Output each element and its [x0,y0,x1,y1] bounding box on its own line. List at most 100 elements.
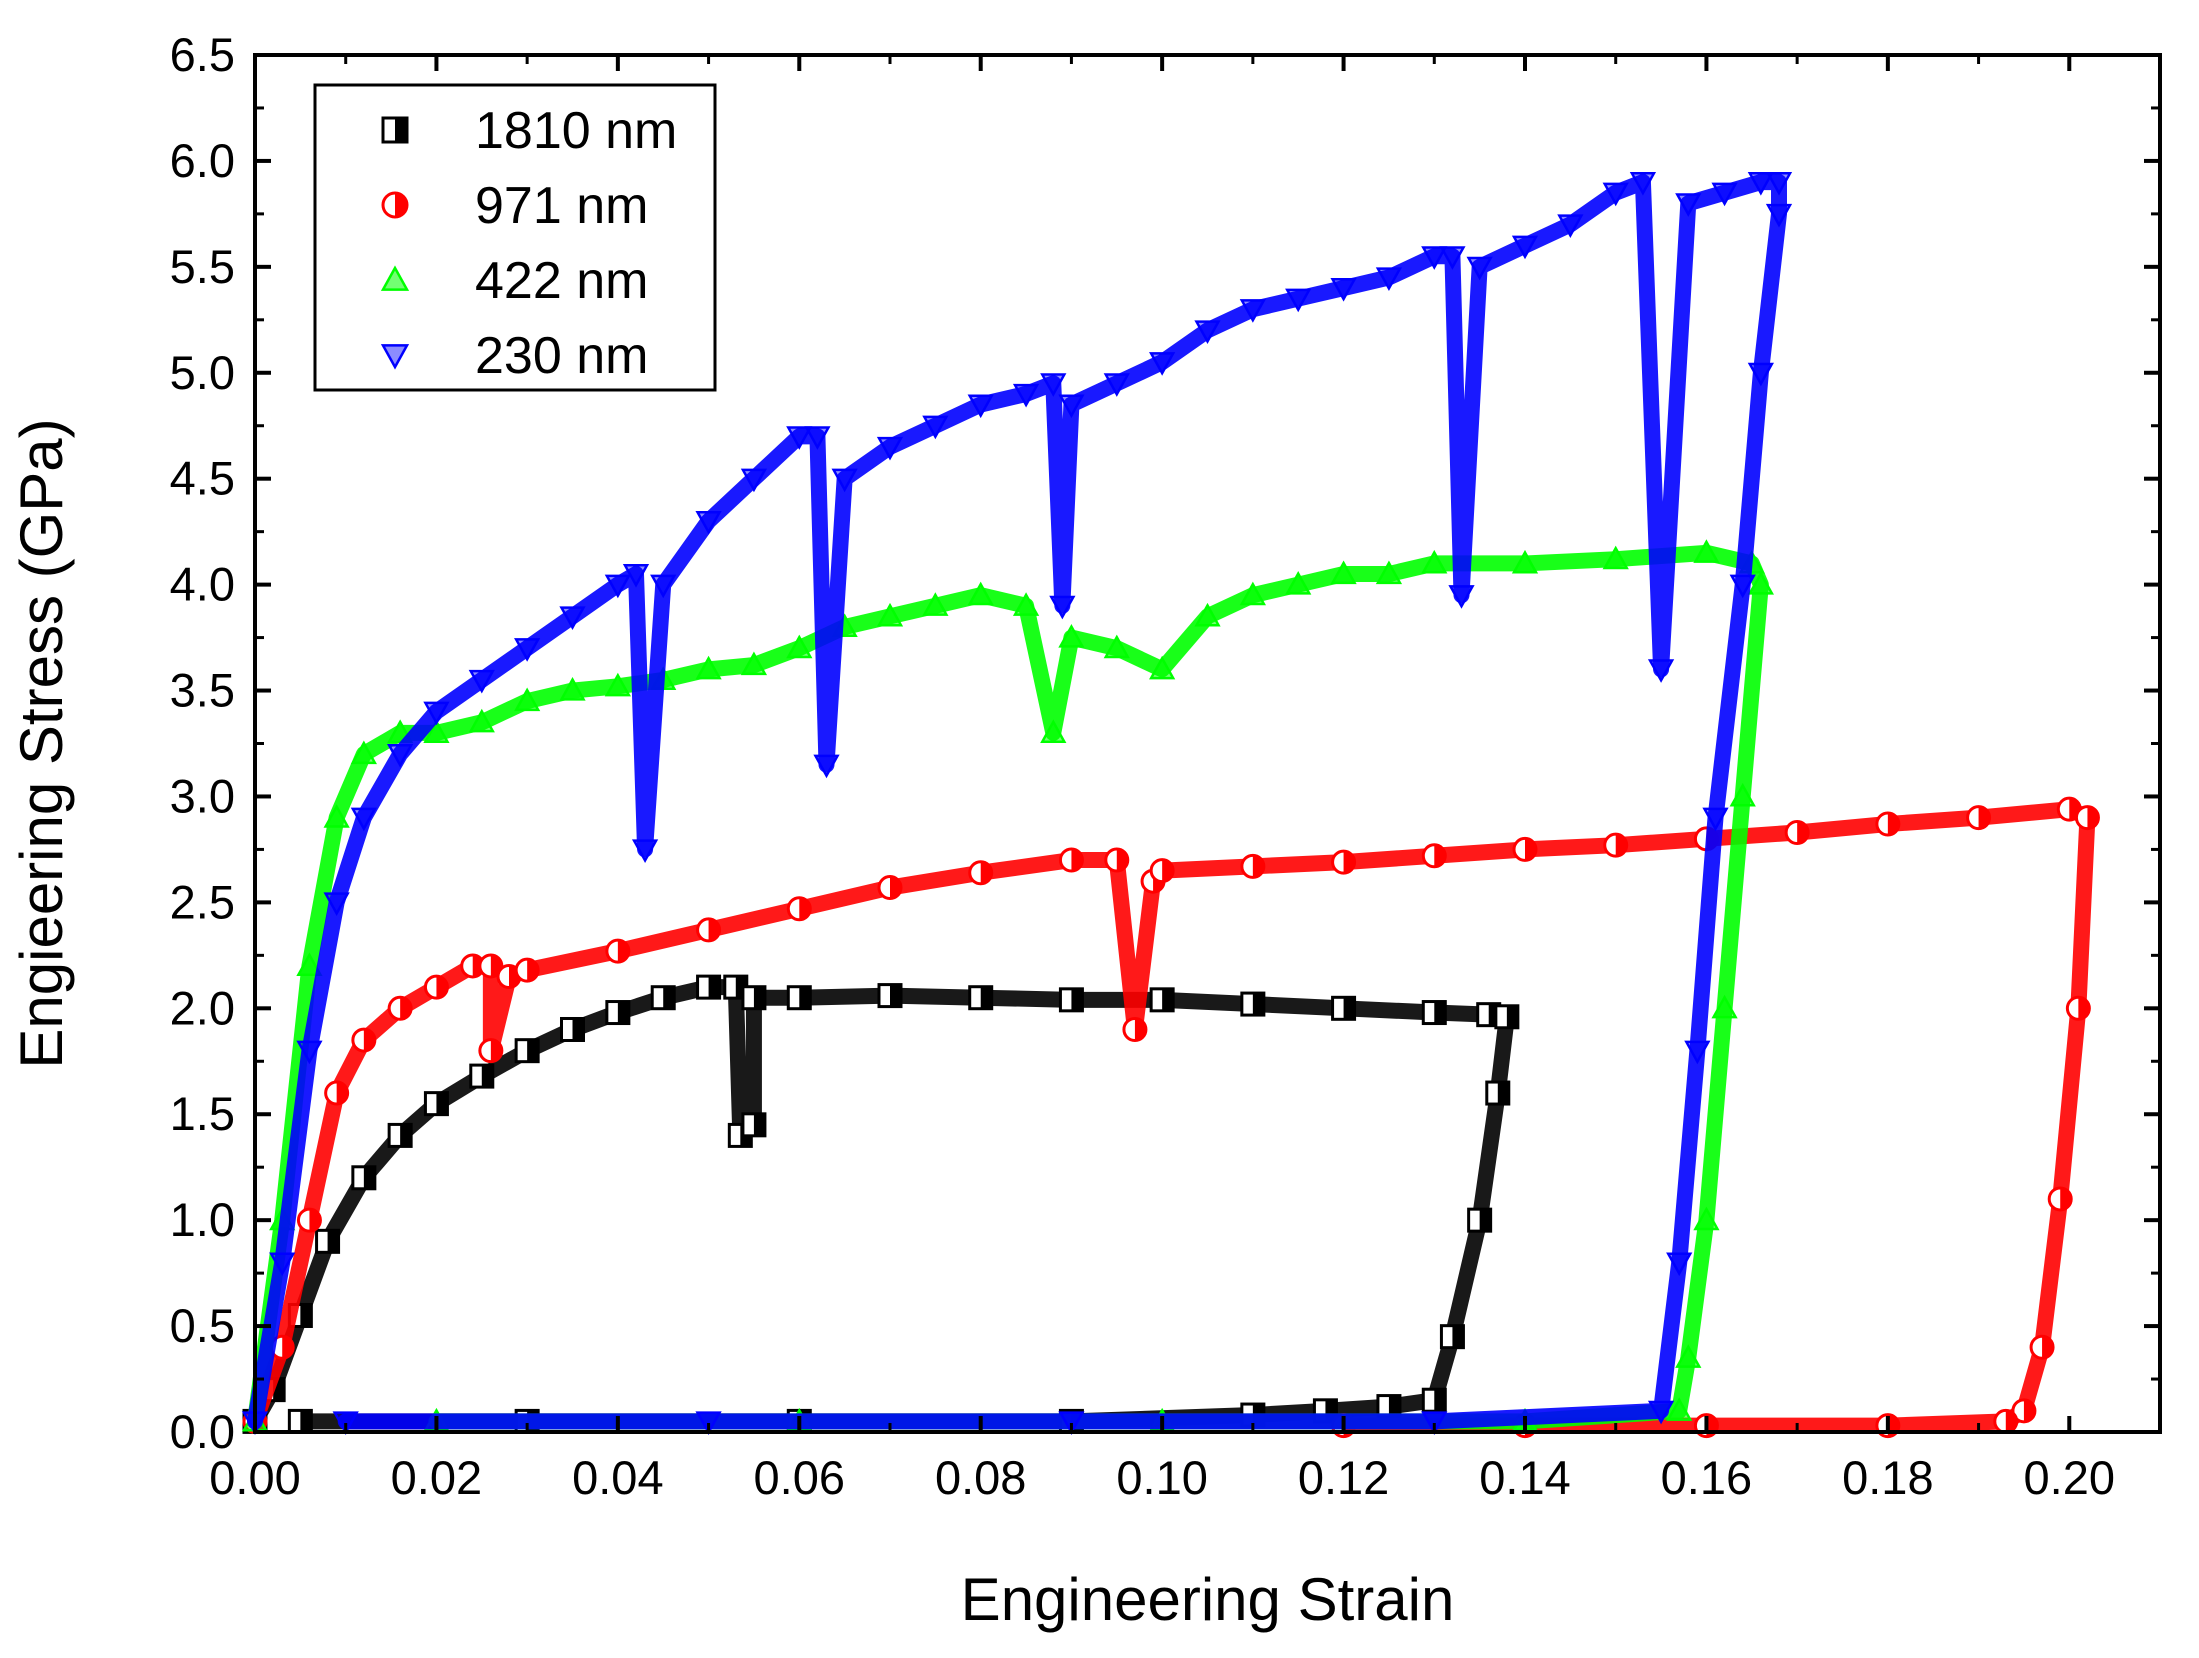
data-point [1421,1411,1448,1435]
data-point [2074,805,2100,831]
data-point [1729,574,1756,599]
data-point [696,917,722,943]
y-tick-label: 5.5 [170,240,235,293]
series-line [247,174,1787,1430]
x-tick-label: 0.00 [209,1451,300,1504]
data-point [324,1080,350,1106]
legend-marker [380,344,410,370]
data-point [514,638,541,662]
data-point [631,839,659,863]
data-point [2029,1334,2055,1360]
legend: 1810 nm 971 nm 422 nm 230 nm [313,83,717,392]
data-point [423,974,449,1000]
y-tick-label: 1.5 [170,1087,235,1140]
data-point [740,651,768,676]
data-point [1240,991,1266,1017]
data-point [269,1252,296,1277]
data-point [423,719,450,743]
data-point [350,807,377,832]
data-point [1647,1400,1675,1425]
data-point [1012,592,1040,616]
data-point [1421,549,1448,574]
data-point [968,985,994,1011]
data-point [1511,235,1539,260]
data-point [1375,267,1403,292]
y-tick-label: 5.0 [170,346,235,399]
data-point [1511,549,1539,574]
data-point [1693,1206,1720,1231]
x-tick-label: 0.06 [754,1451,845,1504]
data-point [786,426,813,450]
data-point [1103,634,1130,659]
data-point [1693,539,1720,563]
data-point [1421,1000,1447,1026]
data-point [1103,373,1130,397]
data-point [650,574,677,599]
series-line [247,801,2096,1434]
data-point [1149,655,1176,680]
legend-marker [381,116,409,144]
data-point [1466,256,1493,281]
data-point [604,672,631,697]
data-point [332,1411,359,1435]
series-layer [241,172,2100,1439]
data-point [1747,362,1774,387]
data-point [1049,595,1076,620]
data-point [1747,172,1774,196]
data-point [1711,182,1738,207]
data-point [1285,571,1312,595]
data-point [876,602,904,627]
data-point [1765,172,1793,196]
data-point [1421,843,1447,869]
series-230-nm [241,172,1793,1435]
data-point [1012,383,1040,408]
data-point [1993,1408,2019,1434]
data-point [1603,832,1629,858]
x-tick-label: 0.20 [2024,1451,2115,1504]
data-point [1040,373,1067,397]
data-point [1602,545,1629,570]
x-tick-label: 0.08 [935,1451,1026,1504]
x-tick-label: 0.16 [1661,1451,1752,1504]
data-point [922,415,949,440]
data-point [1467,1207,1493,1233]
legend-label: 1810 nm [475,102,677,160]
data-point [1239,299,1266,323]
data-point [876,436,904,461]
data-point [1675,1344,1702,1368]
data-point [1485,1080,1511,1106]
series-1810-nm [242,974,1520,1434]
data-point [323,804,350,828]
data-point [1448,585,1475,609]
data-point [1149,858,1175,884]
data-point [1602,182,1629,207]
data-point [695,1411,722,1435]
data-point [604,574,631,599]
data-point [1040,719,1067,743]
y-tick-label: 2.5 [170,875,235,928]
data-point [1058,847,1084,873]
data-point [1684,1040,1711,1065]
data-point [740,468,768,493]
data-point [877,983,903,1009]
y-tick-label: 6.5 [170,28,235,81]
data-point [695,511,722,535]
series-971-nm [242,796,2100,1439]
data-point [831,468,858,493]
data-point [968,860,994,886]
data-point [1058,987,1084,1013]
x-tick-label: 0.18 [1842,1451,1933,1504]
data-point [813,754,840,779]
data-point [315,1228,341,1254]
y-axis-label: Engieering Stress (GPa) [8,418,75,1068]
data-point [1122,1016,1148,1042]
data-point [1675,193,1702,217]
data-point [967,581,994,606]
data-point [1330,277,1357,302]
data-point [877,875,903,901]
y-tick-label: 6.0 [170,134,235,187]
data-point [1058,394,1085,419]
data-point [922,592,949,616]
x-tick-label: 0.12 [1298,1451,1389,1504]
